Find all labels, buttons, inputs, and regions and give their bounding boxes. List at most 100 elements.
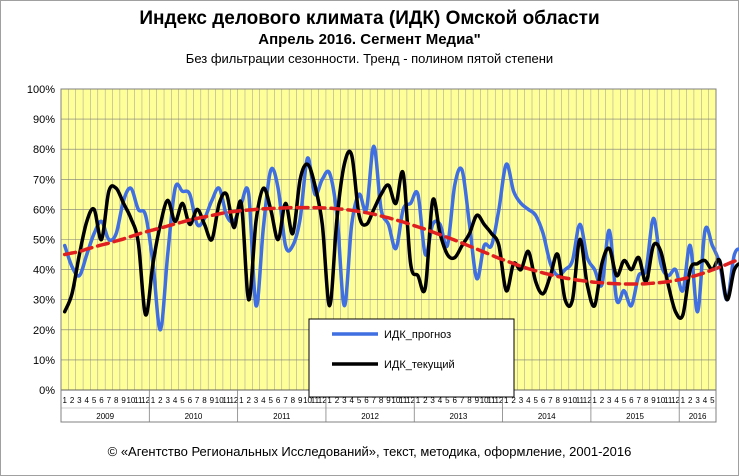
month-tick-label: 2 [246, 396, 251, 405]
month-tick-label: 5 [622, 396, 627, 405]
month-tick-label: 12 [141, 396, 150, 405]
month-tick-label: 10 [303, 396, 312, 405]
month-tick-label: 10 [656, 396, 665, 405]
month-tick-label: 4 [349, 396, 354, 405]
month-tick-label: 6 [364, 396, 369, 405]
series-lines [62, 144, 739, 332]
y-tick-label: 80% [33, 144, 55, 156]
chart-footer: © «Агентство Региональных Исследований»,… [107, 444, 632, 459]
month-tick-label: 2 [335, 396, 340, 405]
month-tick-label: 11 [576, 396, 585, 405]
month-tick-label: 1 [504, 396, 509, 405]
month-tick-label: 3 [519, 396, 524, 405]
y-tick-label: 0% [39, 385, 55, 397]
month-tick-label: 12 [671, 396, 680, 405]
month-tick-label: 4 [526, 396, 531, 405]
month-tick-label: 7 [372, 396, 377, 405]
month-tick-label: 5 [710, 396, 715, 405]
month-tick-label: 4 [703, 396, 708, 405]
month-tick-label: 10 [568, 396, 577, 405]
month-tick-label: 1 [62, 396, 67, 405]
month-tick-label: 10 [391, 396, 400, 405]
month-tick-label: 2 [70, 396, 75, 405]
month-tick-label: 1 [151, 396, 156, 405]
year-tick-label: 2015 [626, 412, 644, 421]
month-tick-label: 8 [467, 396, 472, 405]
month-tick-label: 6 [541, 396, 546, 405]
y-tick-label: 60% [33, 204, 55, 216]
month-tick-label: 2 [600, 396, 605, 405]
month-tick-label: 1 [592, 396, 597, 405]
month-tick-label: 3 [695, 396, 700, 405]
month-tick-label: 5 [357, 396, 362, 405]
month-tick-label: 9 [563, 396, 568, 405]
year-tick-label: 2010 [185, 412, 203, 421]
month-tick-label: 1 [416, 396, 421, 405]
month-tick-label: 4 [261, 396, 266, 405]
month-tick-label: 11 [664, 396, 673, 405]
month-tick-label: 2 [511, 396, 516, 405]
month-tick-label: 5 [269, 396, 274, 405]
month-tick-label: 4 [85, 396, 90, 405]
chart-note: Без фильтрации сезонности. Тренд - полин… [185, 51, 554, 66]
legend-box [308, 318, 515, 398]
month-tick-label: 6 [99, 396, 104, 405]
month-tick-label: 7 [195, 396, 200, 405]
chart-title: Индекс делового климата (ИДК) Омской обл… [139, 8, 600, 29]
month-tick-label: 9 [386, 396, 391, 405]
month-tick-label: 9 [475, 396, 480, 405]
month-tick-label: 9 [651, 396, 656, 405]
month-tick-label: 10 [126, 396, 135, 405]
month-tick-label: 6 [188, 396, 193, 405]
month-tick-label: 11 [222, 396, 231, 405]
y-tick-label: 10% [33, 355, 55, 367]
month-tick-label: 9 [298, 396, 303, 405]
year-tick-label: 2014 [538, 412, 556, 421]
month-tick-label: 3 [342, 396, 347, 405]
month-tick-label: 11 [134, 396, 143, 405]
chart-subtitle: Апрель 2016. Сегмент Медиа" [258, 31, 481, 48]
year-tick-label: 2011 [273, 412, 291, 421]
month-tick-label: 1 [239, 396, 244, 405]
month-tick-label: 12 [318, 396, 327, 405]
month-tick-label: 9 [210, 396, 215, 405]
month-tick-label: 2 [423, 396, 428, 405]
month-tick-label: 7 [548, 396, 553, 405]
month-tick-label: 7 [107, 396, 112, 405]
series-line-trend [62, 205, 739, 286]
legend-item-forecast-label: ИДК_прогноз [384, 329, 451, 341]
month-tick-label: 3 [165, 396, 170, 405]
month-tick-label: 4 [438, 396, 443, 405]
month-tick-label: 1 [681, 396, 686, 405]
month-tick-label: 5 [533, 396, 538, 405]
month-tick-label: 11 [487, 396, 496, 405]
y-tick-label: 90% [33, 114, 55, 126]
year-tick-label: 2012 [361, 412, 379, 421]
y-tick-label: 40% [33, 265, 55, 277]
month-tick-label: 9 [121, 396, 126, 405]
month-tick-label: 12 [406, 396, 415, 405]
month-tick-label: 3 [254, 396, 259, 405]
month-tick-label: 8 [379, 396, 384, 405]
y-tick-label: 70% [33, 174, 55, 186]
month-tick-label: 1 [327, 396, 332, 405]
month-tick-label: 8 [291, 396, 296, 405]
y-tick-label: 30% [33, 295, 55, 307]
month-tick-label: 3 [607, 396, 612, 405]
y-tick-label: 20% [33, 325, 55, 337]
month-tick-label: 11 [399, 396, 408, 405]
month-tick-label: 6 [276, 396, 281, 405]
month-tick-label: 7 [460, 396, 465, 405]
month-tick-label: 10 [215, 396, 224, 405]
month-tick-label: 6 [453, 396, 458, 405]
year-tick-label: 2016 [689, 412, 707, 421]
plot-border [60, 88, 717, 423]
month-tick-label: 7 [636, 396, 641, 405]
month-tick-label: 5 [180, 396, 185, 405]
month-tick-label: 4 [614, 396, 619, 405]
legend-item-current-label: ИДК_текущий [384, 359, 455, 371]
year-tick-label: 2013 [450, 412, 468, 421]
month-tick-label: 6 [629, 396, 634, 405]
